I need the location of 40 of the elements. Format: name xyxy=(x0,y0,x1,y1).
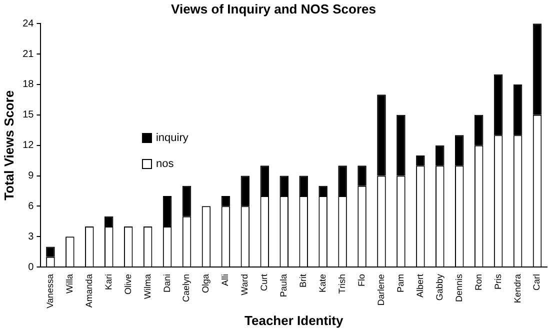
y-tick-label: 21 xyxy=(22,48,34,60)
y-tick-label: 0 xyxy=(28,262,34,273)
x-tick-label: Willa xyxy=(64,274,74,294)
legend-label: nos xyxy=(156,158,174,170)
x-tick-label: Gabby xyxy=(434,274,444,301)
x-tick-label: Olive xyxy=(122,274,133,295)
x-tick-label: Vanessa xyxy=(44,274,55,308)
legend-label: inquiry xyxy=(156,132,189,144)
x-tick-label: Trish xyxy=(337,274,348,294)
y-tick-label: 9 xyxy=(28,170,34,182)
x-tick-label: Curt xyxy=(259,274,270,292)
y-tick-label: 15 xyxy=(22,110,34,121)
x-tick-label: Paula xyxy=(278,274,289,298)
y-tick-label: 6 xyxy=(28,200,34,212)
x-tick-label: Olga xyxy=(200,274,211,294)
x-tick-label: Alli xyxy=(220,274,230,286)
x-tick-label: Kate xyxy=(318,274,328,293)
x-tick-label: Albert xyxy=(414,274,425,298)
y-tick-label: 24 xyxy=(22,18,34,30)
x-tick-label: Amanda xyxy=(84,274,94,308)
x-tick-label: Kendra xyxy=(512,274,522,304)
x-tick-label: Dennis xyxy=(454,274,464,302)
x-tick-label: Kari xyxy=(103,274,114,290)
y-tick-label: 3 xyxy=(28,231,34,242)
x-tick-label: Flo xyxy=(356,274,366,287)
x-tick-label: Pris xyxy=(492,274,503,290)
x-tick-label: Ron xyxy=(473,274,484,291)
y-tick-label: 12 xyxy=(22,140,34,152)
x-tick-label: Ward xyxy=(240,274,250,296)
x-axis-title: Teacher Identity xyxy=(244,312,344,328)
chart-title: Views of Inquiry and NOS Scores xyxy=(171,1,376,16)
x-tick-label: Caelyn xyxy=(181,274,192,302)
y-axis-title: Total Views Score xyxy=(1,90,16,200)
x-tick-label: Dani xyxy=(162,274,172,293)
x-tick-label: Brit xyxy=(298,274,308,288)
x-tick-label: Darlene xyxy=(376,274,386,306)
x-tick-label: Pam xyxy=(395,274,406,293)
x-tick-label: Carl xyxy=(532,274,542,291)
y-tick-label: 18 xyxy=(22,79,34,90)
x-tick-label: Wilma xyxy=(142,274,152,300)
